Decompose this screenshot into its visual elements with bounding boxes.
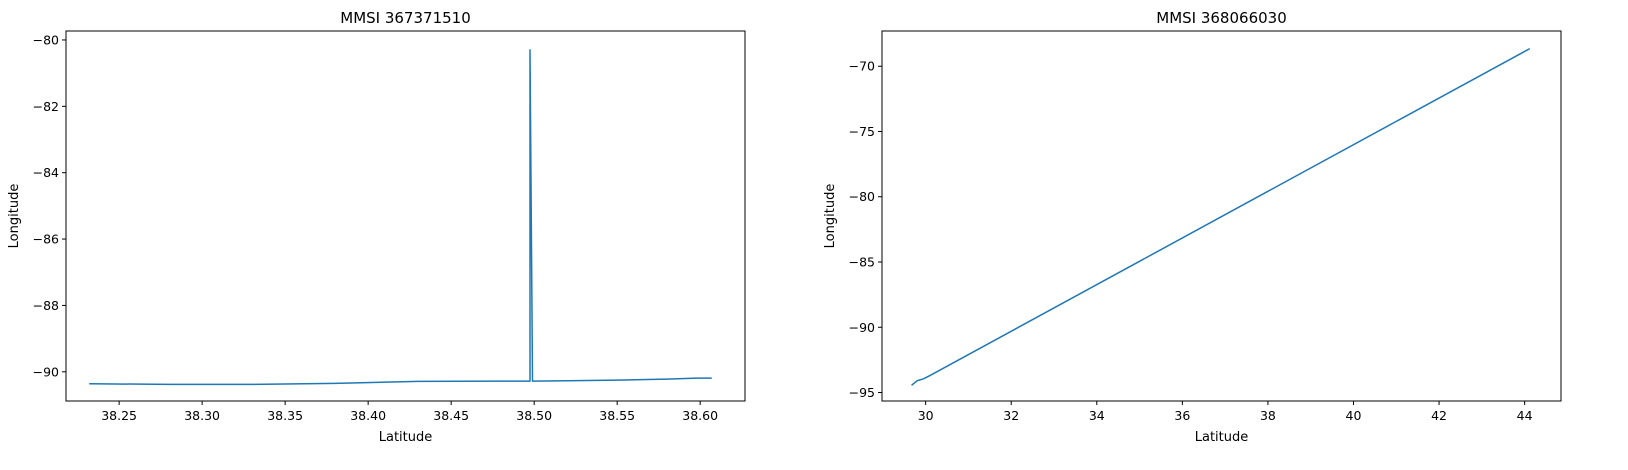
y-axis-label: Longitude [7,184,22,249]
y-tick-label: −84 [33,165,59,180]
y-tick-label: −85 [849,255,875,270]
x-axis-label: Latitude [1195,430,1249,445]
x-tick-label: 36 [1174,408,1190,423]
x-tick-label: 30 [918,408,934,423]
y-tick-label: −90 [33,364,59,379]
x-tick-label: 38.45 [433,408,469,423]
x-tick-label: 44 [1517,408,1533,423]
series-line [89,49,712,386]
x-tick-label: 38.25 [101,408,137,423]
y-tick-label: −75 [849,124,875,139]
y-tick-label: −70 [849,59,875,74]
x-tick-label: 42 [1431,408,1447,423]
x-tick-label: 38.35 [267,408,303,423]
series-line [911,47,1531,386]
y-tick-label: −88 [33,298,59,313]
chart-title: MMSI 367371510 [340,9,471,27]
y-tick-label: −82 [33,99,59,114]
x-tick-label: 38.50 [516,408,552,423]
y-tick-label: −86 [33,232,59,247]
chart-title: MMSI 368066030 [1156,9,1287,27]
y-tick-label: −80 [849,189,875,204]
subplot-1: 38.25 38.30 38.35 38.40 38.45 38.50 38.55 38.60… [7,9,746,445]
y-tick-label: −90 [849,320,875,335]
x-tick-label: 38.60 [682,408,718,423]
y-tick-label: −95 [849,385,875,400]
subplot-2: 30 32 34 36 38 40 42 44 −95 −90 −85 −80 −75 −70 MMSI 3… [823,9,1562,445]
x-tick-label: 38 [1260,408,1276,423]
x-tick-label: 40 [1346,408,1362,423]
axes-frame [65,30,746,402]
y-tick-label: −80 [33,32,59,47]
y-axis-label: Longitude [823,184,838,249]
x-tick-label: 38.30 [184,408,220,423]
x-tick-label: 38.40 [350,408,386,423]
x-axis-label: Latitude [379,430,433,445]
axes-frame [881,30,1562,402]
x-tick-label: 38.55 [599,408,635,423]
x-tick-label: 32 [1003,408,1019,423]
x-tick-label: 34 [1089,408,1105,423]
